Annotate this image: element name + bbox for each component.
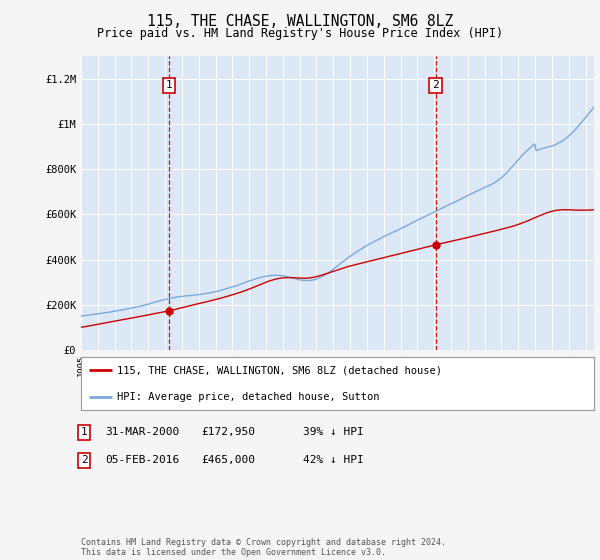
Text: 42% ↓ HPI: 42% ↓ HPI (303, 455, 364, 465)
Text: HPI: Average price, detached house, Sutton: HPI: Average price, detached house, Sutt… (117, 391, 379, 402)
Text: 31-MAR-2000: 31-MAR-2000 (105, 427, 179, 437)
Text: £172,950: £172,950 (201, 427, 255, 437)
Text: Price paid vs. HM Land Registry's House Price Index (HPI): Price paid vs. HM Land Registry's House … (97, 27, 503, 40)
Text: 1: 1 (166, 81, 173, 90)
Text: 2: 2 (432, 81, 439, 90)
Text: £465,000: £465,000 (201, 455, 255, 465)
Text: 115, THE CHASE, WALLINGTON, SM6 8LZ (detached house): 115, THE CHASE, WALLINGTON, SM6 8LZ (det… (117, 365, 442, 375)
Text: 05-FEB-2016: 05-FEB-2016 (105, 455, 179, 465)
Text: Contains HM Land Registry data © Crown copyright and database right 2024.
This d: Contains HM Land Registry data © Crown c… (81, 538, 446, 557)
Text: 2: 2 (80, 455, 88, 465)
Text: 1: 1 (80, 427, 88, 437)
Text: 39% ↓ HPI: 39% ↓ HPI (303, 427, 364, 437)
Text: 115, THE CHASE, WALLINGTON, SM6 8LZ: 115, THE CHASE, WALLINGTON, SM6 8LZ (147, 14, 453, 29)
